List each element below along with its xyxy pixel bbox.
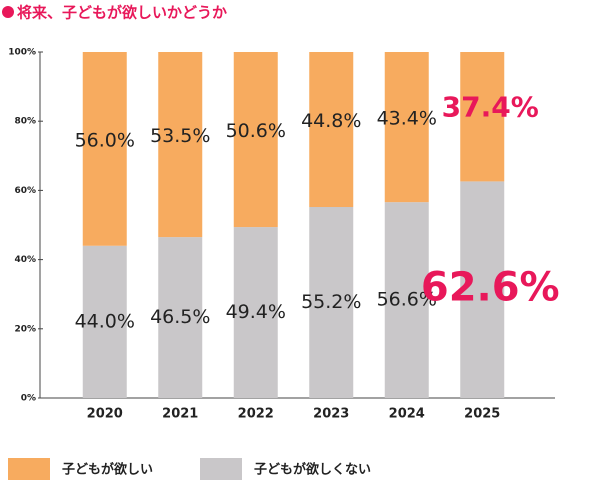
bar-segment (460, 181, 505, 398)
legend-swatch (200, 458, 242, 480)
bar-segment (384, 52, 429, 203)
x-tick-label: 2024 (389, 407, 425, 422)
data-label: 46.5% (150, 306, 210, 328)
y-tick-label: 60% (14, 186, 36, 196)
y-tick-label: 80% (14, 117, 36, 127)
x-tick-label: 2023 (313, 407, 349, 422)
y-tick-label: 20% (14, 324, 36, 334)
bar-segment (158, 52, 203, 238)
y-tick-label: 40% (14, 255, 36, 265)
bar-segment (233, 52, 278, 228)
data-label: 37.4% (442, 91, 539, 124)
data-label: 50.6% (226, 120, 286, 142)
bar-segment (384, 202, 429, 398)
data-label: 56.6% (377, 289, 437, 311)
legend-label: 子どもが欲しくない (254, 462, 371, 478)
y-tick-label: 0% (21, 394, 36, 404)
x-tick-label: 2021 (162, 407, 198, 422)
data-label: 55.2% (301, 291, 361, 313)
bar-segment (233, 227, 278, 398)
bar-segment (82, 245, 127, 398)
bar-segment (460, 52, 505, 182)
bar-segment (158, 237, 203, 398)
x-tick-label: 2020 (87, 407, 123, 422)
data-label: 62.6% (421, 265, 560, 311)
data-label: 49.4% (226, 301, 286, 323)
data-label: 56.0% (75, 129, 135, 151)
title-bullet (2, 6, 14, 18)
bar-segment (82, 52, 127, 246)
data-label: 43.4% (377, 108, 437, 130)
data-label: 44.8% (301, 110, 361, 132)
x-tick-label: 2025 (464, 407, 500, 422)
y-tick-label: 100% (8, 48, 36, 58)
legend-swatch (8, 458, 50, 480)
chart-title: 将来、子どもが欲しいかどうか (17, 4, 227, 22)
data-label: 44.0% (75, 310, 135, 332)
data-label: 53.5% (150, 125, 210, 147)
x-tick-label: 2022 (238, 407, 274, 422)
legend-label: 子どもが欲しい (62, 462, 153, 478)
bar-segment (309, 207, 354, 398)
bar-segment (309, 52, 354, 208)
